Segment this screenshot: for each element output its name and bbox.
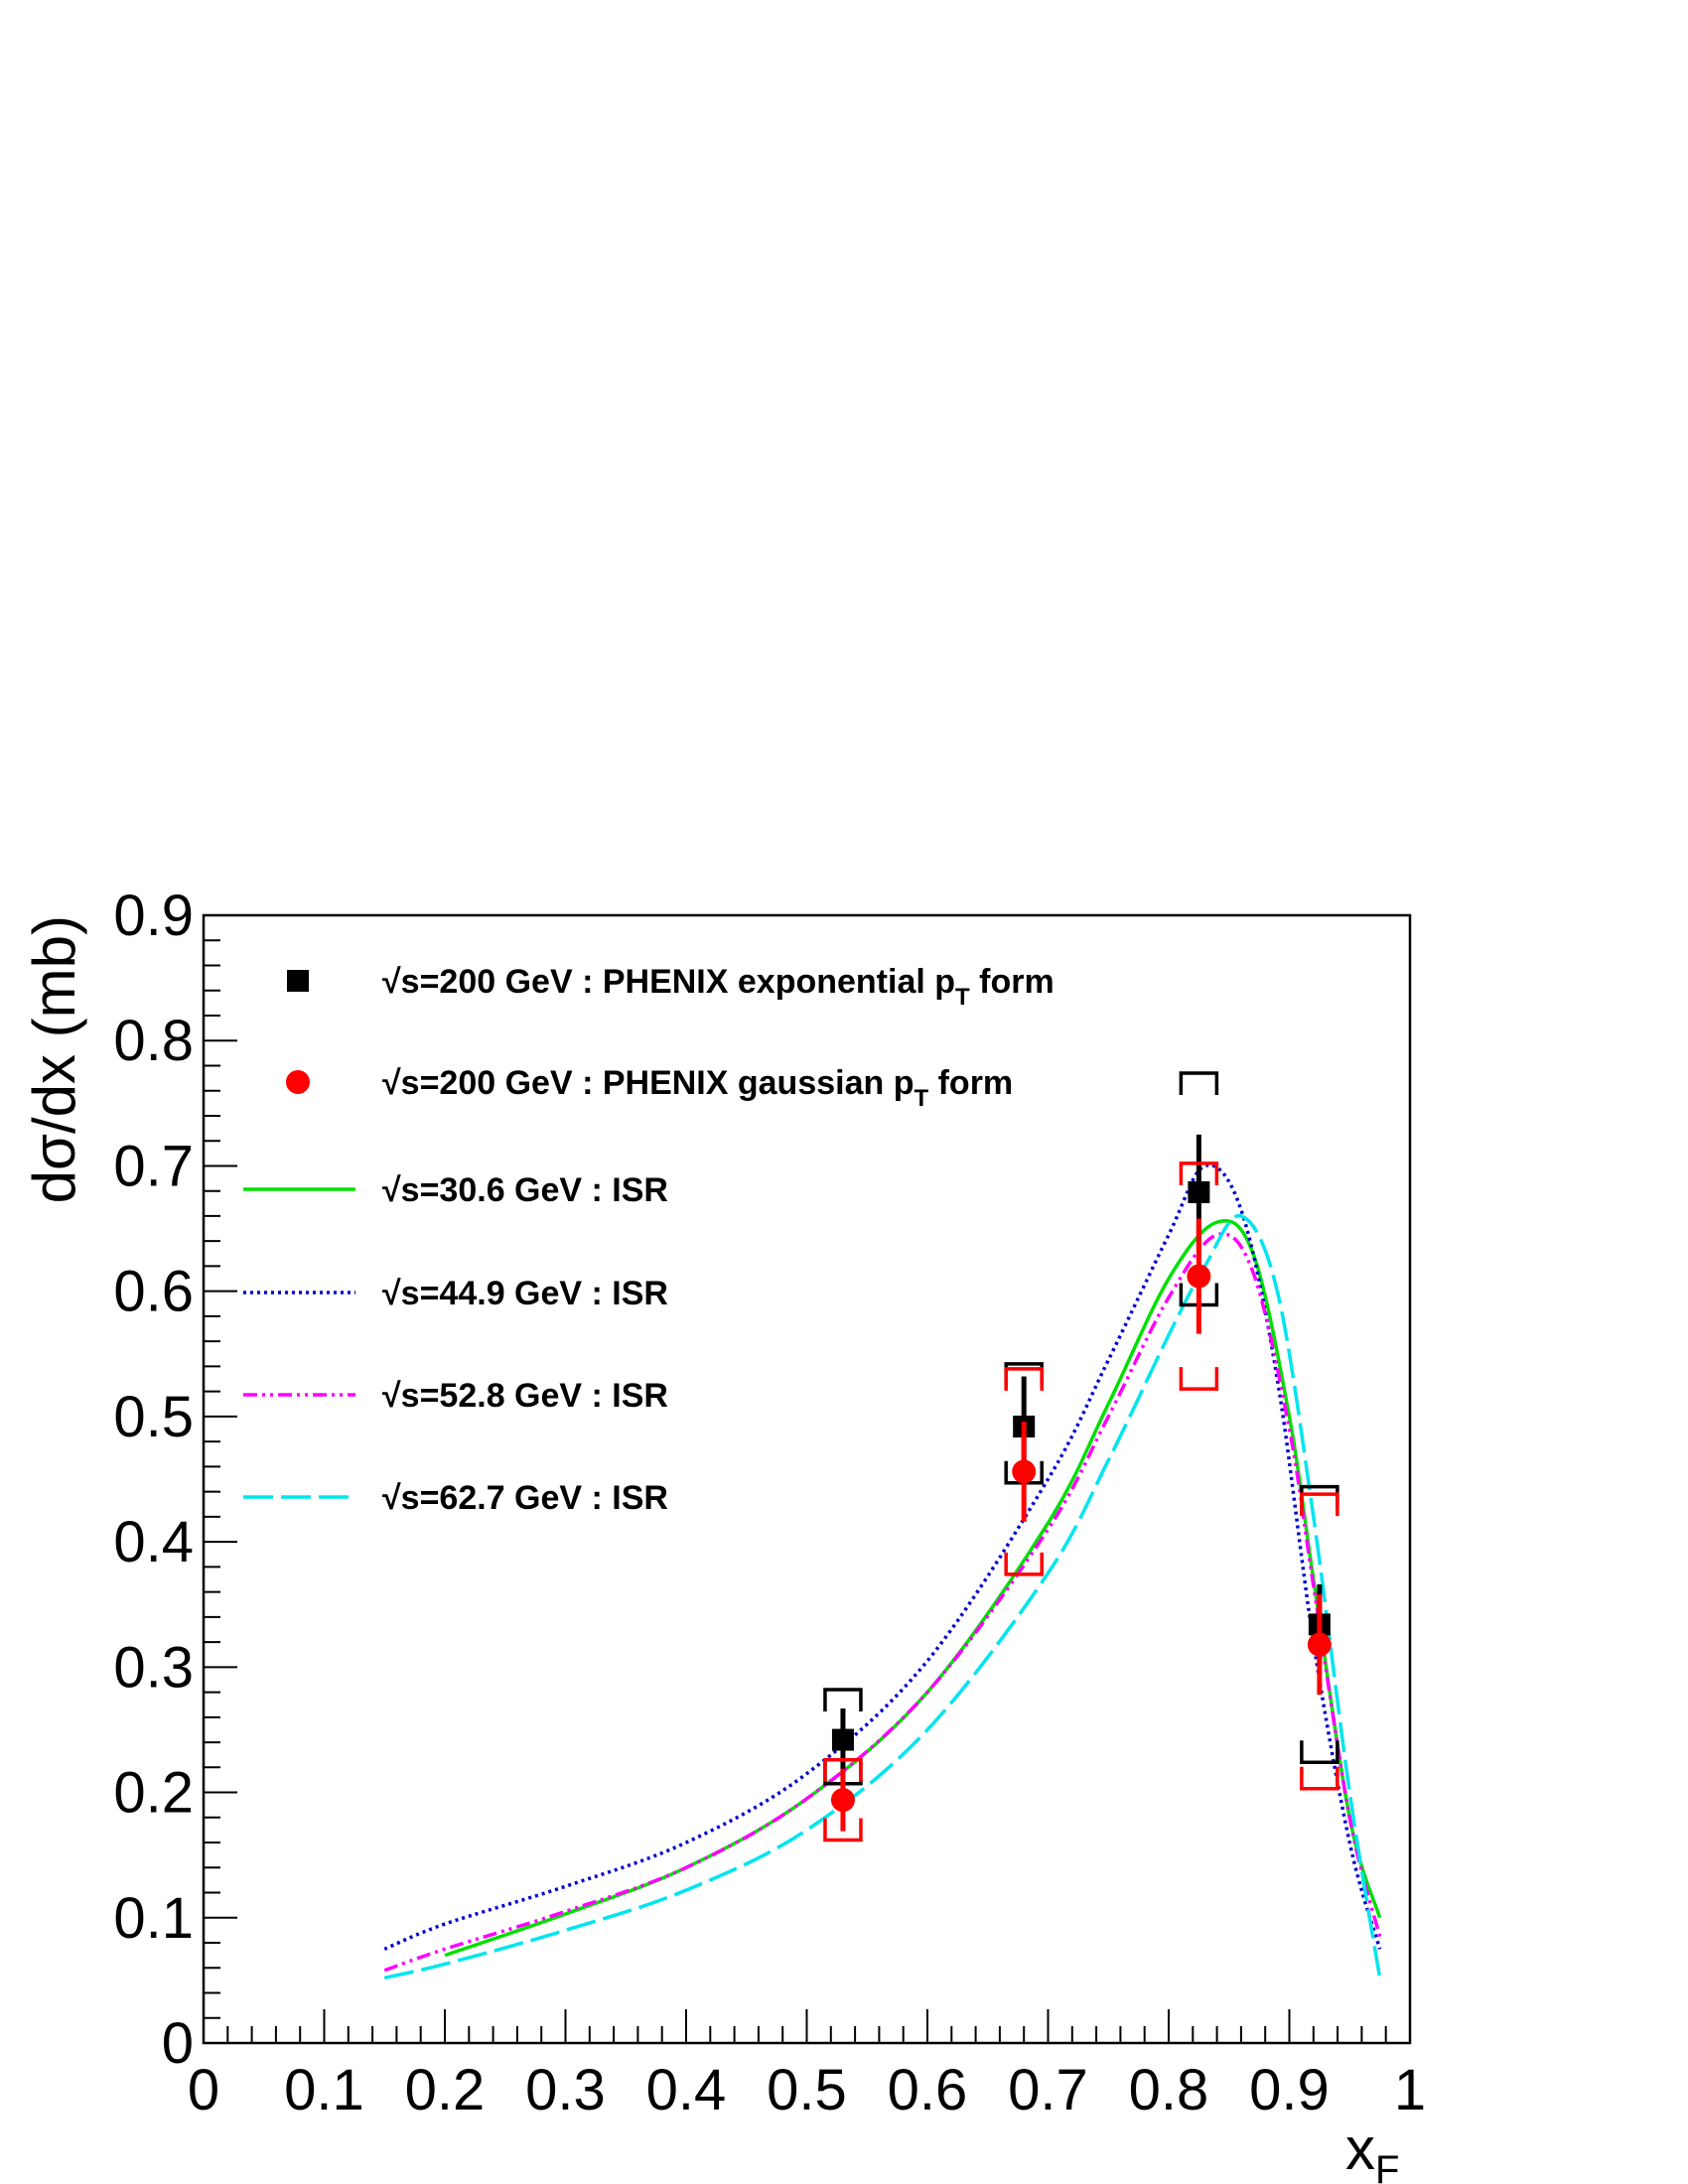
legend: √s=200 GeV : PHENIX exponential pT form√… (243, 963, 1055, 1517)
data-point-circle (1187, 1264, 1211, 1289)
x-tick-label: 0.2 (405, 2058, 486, 2122)
x-tick-label: 0.5 (767, 2058, 847, 2122)
sys-bracket-upper (1179, 1161, 1219, 1185)
legend-label: √s=62.7 GeV : ISR (382, 1479, 668, 1517)
points-layer (823, 1071, 1339, 1843)
legend-label: √s=200 GeV : PHENIX gaussian pT form (382, 1064, 1013, 1112)
x-tick-label: 0.1 (284, 2058, 364, 2122)
legend-item: √s=52.8 GeV : ISR (243, 1377, 668, 1415)
legend-label-subscript: T (955, 984, 970, 1011)
legend-item: √s=200 GeV : PHENIX gaussian pT form (286, 1064, 1013, 1112)
y-tick-label: 0.9 (113, 884, 194, 948)
legend-item: √s=44.9 GeV : ISR (243, 1275, 668, 1312)
data-point-circle (1012, 1459, 1037, 1484)
legend-item: √s=30.6 GeV : ISR (243, 1171, 668, 1209)
sys-bracket-lower (1179, 1367, 1219, 1391)
legend-label-part: form (928, 1064, 1013, 1102)
sys-bracket-lower (823, 1818, 863, 1843)
y-axis-title: dσ/dx (mb) (21, 915, 87, 1203)
legend-label-part: √s=200 GeV : PHENIX exponential p (382, 963, 955, 1001)
legend-label-part: form (970, 963, 1055, 1001)
y-tick-labels: 0 0.1 0.2 0.3 0.4 0.5 0.6 0.7 0.8 0.9 (113, 884, 194, 2076)
sys-bracket-upper (1004, 1367, 1044, 1391)
sys-bracket-lower (1300, 1740, 1339, 1765)
legend-item: √s=200 GeV : PHENIX exponential pT form (287, 963, 1055, 1011)
x-tick-label: 0.6 (888, 2058, 968, 2122)
x-tick-labels: 0 0.1 0.2 0.3 0.4 0.5 0.6 0.7 0.8 0.9 1 (188, 2058, 1426, 2122)
legend-label-part: √s=52.8 GeV : ISR (382, 1377, 668, 1415)
legend-label: √s=200 GeV : PHENIX exponential pT form (382, 963, 1055, 1011)
x-tick-label: 0.9 (1249, 2058, 1330, 2122)
x-axis-title-sub: F (1375, 2148, 1399, 2184)
legend-label: √s=30.6 GeV : ISR (382, 1171, 668, 1209)
sys-bracket-upper (1179, 1071, 1219, 1096)
data-point-circle (1307, 1632, 1332, 1657)
legend-label-part: √s=62.7 GeV : ISR (382, 1479, 668, 1517)
x-axis-title: xF (1345, 2116, 1399, 2184)
curve-dashdot (383, 1232, 1382, 1973)
curve-longdash (383, 1214, 1382, 1980)
legend-marker-circle (286, 1070, 310, 1094)
curves-layer (383, 1162, 1382, 1980)
legend-label-part: √s=44.9 GeV : ISR (382, 1275, 668, 1312)
sys-bracket-lower (1300, 1766, 1339, 1791)
legend-label: √s=52.8 GeV : ISR (382, 1377, 668, 1415)
y-tick-label: 0 (162, 2011, 194, 2076)
x-tick-label: 0.8 (1129, 2058, 1209, 2122)
x-tick-label: 1 (1394, 2058, 1426, 2122)
y-tick-label: 0.7 (113, 1134, 194, 1198)
sys-bracket-upper (1300, 1492, 1339, 1517)
x-tick-label: 0.7 (1008, 2058, 1088, 2122)
curve-solid (444, 1219, 1382, 1958)
legend-item: √s=62.7 GeV : ISR (243, 1479, 668, 1517)
legend-label-part: √s=200 GeV : PHENIX gaussian p (382, 1064, 914, 1102)
curve-dotted (383, 1162, 1382, 1951)
y-tick-label: 0.1 (113, 1886, 194, 1951)
data-point-square (1188, 1180, 1210, 1203)
sys-bracket-upper (823, 1688, 863, 1712)
legend-label-subscript: T (914, 1085, 928, 1112)
sys-bracket-lower (1004, 1552, 1044, 1576)
y-tick-label: 0.4 (113, 1510, 194, 1574)
legend-marker-square (287, 970, 309, 992)
legend-label-part: √s=30.6 GeV : ISR (382, 1171, 668, 1209)
axis-ticks (203, 914, 1411, 2044)
x-axis-title-main: x (1345, 2116, 1375, 2182)
y-tick-label: 0.5 (113, 1385, 194, 1449)
y-tick-label: 0.2 (113, 1761, 194, 1826)
x-tick-label: 0 (188, 2058, 219, 2122)
x-tick-label: 0.3 (525, 2058, 606, 2122)
sys-bracket-upper (1300, 1484, 1339, 1509)
sys-bracket-upper (823, 1757, 863, 1782)
data-point-circle (830, 1788, 855, 1813)
y-tick-label: 0.3 (113, 1635, 194, 1700)
y-tick-label: 0.6 (113, 1260, 194, 1324)
data-point-square (831, 1728, 854, 1751)
legend-label: √s=44.9 GeV : ISR (382, 1275, 668, 1312)
x-tick-label: 0.4 (646, 2058, 727, 2122)
y-tick-label: 0.8 (113, 1009, 194, 1073)
